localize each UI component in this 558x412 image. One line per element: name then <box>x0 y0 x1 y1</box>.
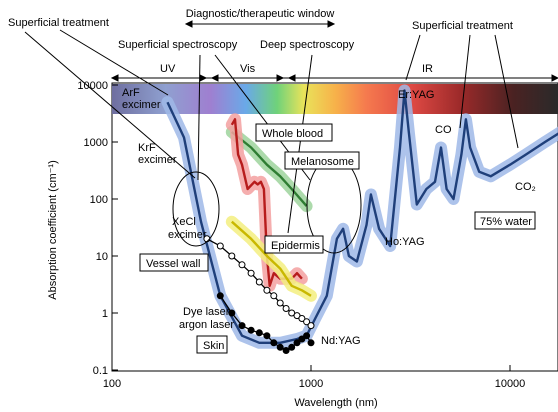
co-label: CO <box>435 124 452 136</box>
point-skin <box>283 348 289 354</box>
epidermis-label: Epidermis <box>271 240 320 252</box>
ndyag-label: Nd:YAG <box>321 335 361 347</box>
x-axis-ticks: 100 1000 10000 <box>103 365 525 390</box>
dye-label-line2: argon laser <box>179 319 234 331</box>
point-vessel-wall <box>239 262 245 268</box>
point-vessel-wall <box>256 279 262 285</box>
arf-label-line2: excimer <box>122 99 161 111</box>
spectrum-band <box>112 84 558 114</box>
xecl-label-line2: excimer <box>168 229 207 241</box>
y-tick-label: 1 <box>102 308 108 320</box>
point-skin <box>277 344 283 350</box>
skin-label: Skin <box>203 340 224 352</box>
water-label: 75% water <box>480 216 532 228</box>
whole-blood-label: Whole blood <box>262 128 323 140</box>
treatment-right-label: Superficial treatment <box>412 20 513 32</box>
point-skin <box>256 330 262 336</box>
melanosome-label: Melanosome <box>291 156 354 168</box>
point-skin <box>248 327 254 333</box>
point-skin <box>289 344 295 350</box>
ir-label: IR <box>422 63 433 75</box>
point-skin <box>271 340 277 346</box>
x-tick-label: 1000 <box>299 378 323 390</box>
krf-label-line1: KrF <box>138 142 156 154</box>
point-vessel-wall <box>248 270 254 276</box>
window-label: Diagnostic/therapeutic window <box>186 8 335 20</box>
spectroscopy-superficial-label: Superficial spectroscopy <box>118 39 238 51</box>
y-tick-label: 1000 <box>84 137 108 149</box>
uv-label: UV <box>160 63 176 75</box>
y-tick-label: 0.1 <box>93 365 108 377</box>
point-skin <box>264 333 270 339</box>
y-tick-label: 10 <box>96 251 108 263</box>
point-skin <box>229 310 235 316</box>
x-axis-title: Wavelength (nm) <box>294 397 377 409</box>
y-tick-label: 100 <box>90 194 108 206</box>
hoyag-label: Ho:YAG <box>385 236 425 248</box>
y-axis-title: Absorption coefficient (cm⁻¹) <box>47 160 59 300</box>
point-vessel-wall <box>277 300 283 306</box>
dye-label-line1: Dye laser <box>183 306 230 318</box>
arf-label-line1: ArF <box>122 87 140 99</box>
spectroscopy-deep-label: Deep spectroscopy <box>260 39 355 51</box>
point-vessel-wall <box>271 293 277 299</box>
eryag-label: Er:YAG <box>398 89 434 101</box>
vessel-wall-label: Vessel wall <box>146 258 200 270</box>
point-vessel-wall <box>283 306 289 312</box>
point-vessel-wall <box>229 253 235 259</box>
point-vessel-wall <box>308 323 314 329</box>
point-skin <box>308 340 314 346</box>
treatment-left-label: Superficial treatment <box>8 17 109 29</box>
x-tick-label: 10000 <box>495 378 526 390</box>
point-skin <box>217 293 223 299</box>
co2-label: CO₂ <box>515 181 536 193</box>
x-tick-label: 100 <box>103 378 121 390</box>
point-skin <box>304 333 310 339</box>
vis-label: Vis <box>240 63 256 75</box>
point-vessel-wall <box>217 243 223 249</box>
krf-label-line2: excimer <box>138 154 177 166</box>
point-skin <box>239 323 245 329</box>
point-vessel-wall <box>264 287 270 293</box>
